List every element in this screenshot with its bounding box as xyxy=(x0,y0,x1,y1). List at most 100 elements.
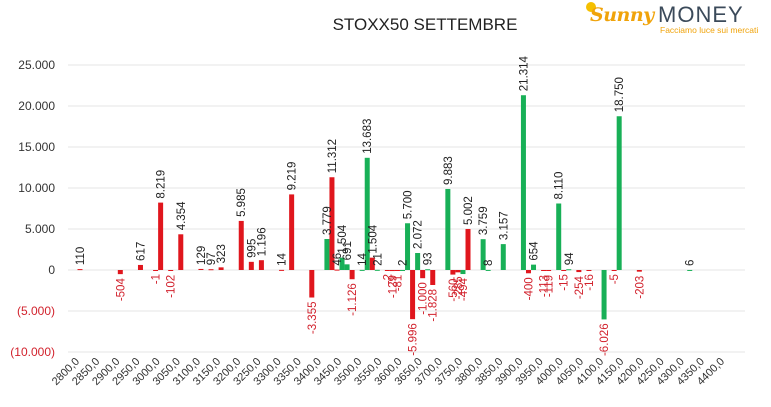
bar xyxy=(455,270,461,273)
data-label: 6 xyxy=(685,260,697,266)
bar xyxy=(384,270,390,271)
bar xyxy=(480,239,486,270)
y-tick-label: (10.000) xyxy=(10,345,55,359)
data-label: 94 xyxy=(564,252,576,265)
bar xyxy=(248,261,254,270)
data-label: -16 xyxy=(584,274,596,291)
sunny-money-logo: Sunny MONEY Facciamo luce sui mercati xyxy=(586,2,766,36)
bar xyxy=(349,270,355,280)
data-label: 1.504 xyxy=(367,224,379,253)
data-label: 5.700 xyxy=(403,190,415,219)
bar xyxy=(576,270,582,273)
data-label: -560 xyxy=(448,279,460,302)
data-label: -6.026 xyxy=(599,323,611,356)
bar xyxy=(586,270,592,271)
data-label: -285 xyxy=(453,276,465,299)
bar xyxy=(546,270,552,271)
data-label: 323 xyxy=(216,244,228,263)
y-tick-label: (5.000) xyxy=(17,304,55,318)
bar xyxy=(485,269,491,271)
bar xyxy=(364,157,370,270)
data-label: 654 xyxy=(529,241,541,261)
data-label: 93 xyxy=(423,252,435,265)
bar xyxy=(687,269,693,271)
bar xyxy=(420,270,426,279)
bar xyxy=(168,270,174,271)
logo-tagline: Facciamo luce sui mercati xyxy=(660,25,759,35)
data-label: 3.759 xyxy=(478,206,490,235)
bar xyxy=(289,194,295,270)
y-tick-label: 25.000 xyxy=(18,58,55,72)
logo-money-text: MONEY xyxy=(658,2,744,27)
bar xyxy=(450,270,456,275)
data-label: -504 xyxy=(115,278,127,302)
data-label: -102 xyxy=(166,275,178,298)
data-label: 21.314 xyxy=(518,55,530,91)
bar xyxy=(601,270,607,320)
bar xyxy=(394,270,400,271)
data-label: 46 xyxy=(332,253,344,266)
data-label: 2.072 xyxy=(413,220,425,249)
bar xyxy=(208,269,214,271)
data-label: 3.157 xyxy=(498,211,510,240)
data-label: -5 xyxy=(609,274,621,284)
sun-icon xyxy=(586,2,596,12)
data-label: -400 xyxy=(523,277,535,300)
bar xyxy=(410,270,416,320)
bar xyxy=(566,269,572,271)
bar xyxy=(117,270,123,275)
data-label: 8.110 xyxy=(554,172,566,200)
data-label: -254 xyxy=(574,275,586,299)
bar xyxy=(525,270,531,274)
bar xyxy=(324,239,330,270)
bar xyxy=(77,269,83,271)
bar xyxy=(137,264,143,270)
bar xyxy=(309,270,315,298)
bar xyxy=(425,269,431,271)
y-tick-label: 10.000 xyxy=(18,181,55,195)
bar xyxy=(178,234,184,270)
bar xyxy=(636,270,642,272)
data-label: -203 xyxy=(634,276,646,299)
bar xyxy=(520,95,526,271)
data-label: -129 xyxy=(387,275,399,298)
bar xyxy=(369,257,375,270)
bar xyxy=(430,270,436,285)
data-label: 13.683 xyxy=(362,119,374,154)
bar xyxy=(541,270,547,271)
data-label: 617 xyxy=(135,242,147,261)
data-label: -1.828 xyxy=(428,289,440,322)
data-label: -1 xyxy=(151,274,163,284)
data-label: 110 xyxy=(75,247,87,265)
bar xyxy=(500,244,506,270)
bar xyxy=(158,202,164,270)
bar xyxy=(400,269,405,271)
y-tick-label: 5.000 xyxy=(25,222,55,236)
bar xyxy=(389,270,395,272)
bar xyxy=(415,253,421,270)
bar xyxy=(445,188,451,270)
data-label: 97 xyxy=(206,252,218,265)
data-label: 8.219 xyxy=(156,170,168,199)
bar xyxy=(339,257,345,270)
data-label: 691 xyxy=(342,241,354,260)
data-label: -3.355 xyxy=(307,302,319,335)
y-tick-label: 15.000 xyxy=(18,140,55,154)
chart-title: STOXX50 SETTEMBRE xyxy=(333,15,518,34)
data-label: -81 xyxy=(392,275,404,292)
data-label: 1.196 xyxy=(256,227,268,256)
bar xyxy=(405,223,411,270)
bar xyxy=(344,264,350,270)
data-label: 129 xyxy=(196,246,208,265)
bar xyxy=(616,116,622,270)
logo-sunny-text: Sunny xyxy=(590,4,654,26)
y-tick-label: 20.000 xyxy=(18,99,55,113)
y-axis: 25.000 20.000 15.000 10.000 5.000 0 (5.000) (10… xyxy=(10,58,55,359)
bar xyxy=(153,270,159,271)
data-label: 2 xyxy=(398,260,410,266)
data-label: 21 xyxy=(372,253,384,266)
data-label: 1.504 xyxy=(337,224,349,253)
data-label: 14 xyxy=(357,252,369,265)
data-label: -494 xyxy=(458,277,470,301)
